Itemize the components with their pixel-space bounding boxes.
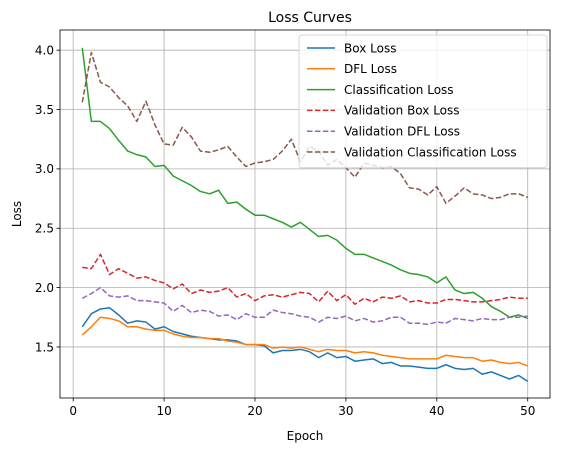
legend-label: Validation Classification Loss	[344, 145, 517, 159]
y-axis: 1.5 2.0 2.5 3.0 3.5 4.0	[35, 43, 60, 354]
y-axis-label: Loss	[10, 201, 24, 227]
x-tick-label: 50	[520, 404, 535, 418]
legend-label: Classification Loss	[344, 83, 454, 97]
series-lines	[81, 47, 529, 383]
legend-label: DFL Loss	[344, 62, 397, 76]
series-line-5	[81, 286, 528, 326]
x-tick-label: 10	[156, 404, 171, 418]
series-line-2	[81, 316, 529, 367]
y-tick-label: 3.0	[35, 162, 54, 176]
legend-box	[298, 34, 548, 169]
x-axis-label: Epoch	[287, 429, 324, 443]
legend-label: Validation DFL Loss	[344, 125, 460, 139]
y-tick-label: 4.0	[35, 43, 54, 57]
x-tick-label: 0	[69, 404, 77, 418]
y-tick-label: 1.5	[35, 340, 54, 354]
legend-label: Validation Box Loss	[344, 104, 460, 118]
y-tick-label: 3.5	[35, 103, 54, 117]
chart-title: Loss Curves	[268, 10, 352, 26]
series-line-3	[81, 47, 529, 320]
x-axis: 0 10 20 30 40 50	[69, 398, 535, 418]
x-tick-label: 30	[338, 404, 353, 418]
series-line-1	[81, 307, 529, 383]
legend: Box Loss DFL Loss Classification Loss Valid…	[298, 34, 548, 169]
x-tick-label: 20	[247, 404, 262, 418]
y-tick-label: 2.0	[35, 281, 54, 295]
plot-frame	[59, 29, 551, 399]
series-line-4	[82, 253, 528, 305]
y-tick-label: 2.5	[35, 222, 54, 236]
legend-label: Box Loss	[344, 41, 396, 55]
x-tick-label: 40	[429, 404, 444, 418]
